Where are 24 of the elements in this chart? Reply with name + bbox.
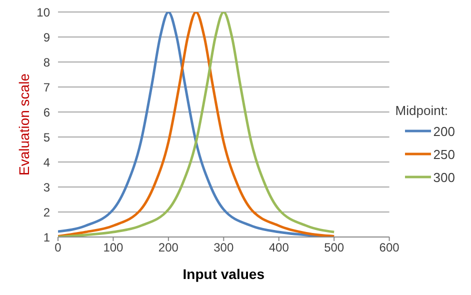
y-tick-label: 6 xyxy=(43,105,50,120)
x-tick-label: 0 xyxy=(54,240,62,255)
y-axis-title: Evaluation scale xyxy=(16,73,32,176)
y-tick-label: 8 xyxy=(43,55,50,70)
y-tick-label: 4 xyxy=(43,155,50,170)
y-tick-label: 2 xyxy=(43,205,50,220)
line-series xyxy=(58,12,336,237)
x-tick-label: 600 xyxy=(379,240,400,255)
x-tick-label: 300 xyxy=(214,240,234,255)
y-tick-label: 10 xyxy=(36,5,50,20)
legend-title: Midpoint: xyxy=(395,102,450,118)
x-tick-label: 100 xyxy=(103,240,124,255)
x-tick-label: 400 xyxy=(268,240,290,255)
legend-label: 200 xyxy=(433,124,455,138)
legend-label: 250 xyxy=(433,146,455,162)
x-tick-label: 500 xyxy=(324,240,344,255)
y-tick-label: 5 xyxy=(43,130,50,144)
x-tick-label: 200 xyxy=(158,240,179,255)
y-tick-label: 1 xyxy=(43,230,50,244)
y-tick-label: 3 xyxy=(43,180,50,194)
y-tick-label: 9 xyxy=(43,30,50,44)
y-tick-label: 7 xyxy=(43,80,50,94)
legend-label: 300 xyxy=(433,170,455,184)
x-axis-title: Input values xyxy=(182,266,265,282)
